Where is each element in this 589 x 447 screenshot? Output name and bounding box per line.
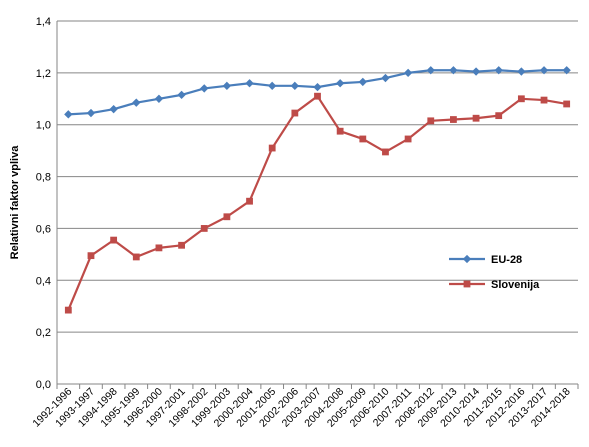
legend-marker-eu-28 bbox=[462, 254, 472, 264]
data-point-eu-28 bbox=[268, 81, 277, 90]
data-point-slovenija bbox=[223, 213, 231, 221]
data-point-slovenija bbox=[382, 148, 389, 156]
data-point-eu-28 bbox=[109, 104, 118, 114]
data-point-eu-28 bbox=[426, 66, 435, 75]
data-point-slovenija bbox=[132, 253, 140, 261]
data-point-eu-28 bbox=[381, 73, 390, 83]
series-layer bbox=[64, 66, 571, 314]
y-tick-label: 0,8 bbox=[36, 172, 51, 184]
data-point-slovenija bbox=[200, 225, 208, 232]
data-point-slovenija bbox=[517, 95, 525, 103]
legend-marker-slovenija bbox=[463, 280, 471, 288]
y-axis-title: Relativni faktor vpliva bbox=[9, 145, 21, 260]
data-point-eu-28 bbox=[539, 66, 549, 75]
series-line-eu-28 bbox=[68, 69, 567, 116]
legend-label-slovenija: Slovenija bbox=[491, 279, 540, 291]
data-point-eu-28 bbox=[177, 90, 186, 100]
y-tick-label: 0,2 bbox=[36, 327, 51, 339]
data-point-slovenija bbox=[155, 244, 163, 252]
data-point-slovenija bbox=[110, 236, 118, 244]
data-point-eu-28 bbox=[290, 81, 300, 90]
y-tick-label: 0,6 bbox=[36, 223, 51, 235]
data-point-slovenija bbox=[268, 144, 276, 152]
data-point-eu-28 bbox=[86, 108, 96, 118]
data-point-eu-28 bbox=[64, 110, 73, 119]
y-tick-label: 1,0 bbox=[36, 120, 51, 132]
data-point-slovenija bbox=[450, 116, 457, 123]
data-point-eu-28 bbox=[200, 84, 209, 93]
data-point-eu-28 bbox=[313, 82, 322, 92]
data-point-eu-28 bbox=[449, 66, 458, 75]
data-point-slovenija bbox=[87, 252, 95, 260]
grid-layer bbox=[57, 20, 578, 333]
data-point-slovenija bbox=[246, 197, 253, 205]
data-point-eu-28 bbox=[222, 81, 232, 90]
data-point-slovenija bbox=[472, 114, 480, 122]
data-point-slovenija bbox=[336, 127, 344, 135]
y-tick-label: 0,4 bbox=[36, 275, 51, 287]
data-point-eu-28 bbox=[358, 77, 367, 87]
data-point-eu-28 bbox=[154, 94, 164, 103]
data-point-slovenija bbox=[563, 100, 571, 108]
data-point-slovenija bbox=[64, 306, 72, 314]
y-tick-label: 1,2 bbox=[36, 68, 51, 80]
legend-item-eu-28: EU-28 bbox=[449, 254, 522, 266]
data-point-eu-28 bbox=[335, 79, 345, 88]
data-point-slovenija bbox=[359, 135, 367, 143]
data-point-eu-28 bbox=[132, 98, 141, 107]
data-point-slovenija bbox=[540, 96, 548, 104]
legend-item-slovenija: Slovenija bbox=[449, 279, 540, 291]
y-tick-label: 0,0 bbox=[36, 379, 51, 391]
data-point-slovenija bbox=[291, 109, 299, 117]
data-point-eu-28 bbox=[562, 66, 571, 75]
axis-layer: 0,00,20,40,60,81,01,21,41992-19961993-19… bbox=[30, 16, 579, 430]
data-point-eu-28 bbox=[494, 66, 503, 75]
series-slovenija bbox=[64, 92, 571, 314]
legend: EU-28 Slovenija bbox=[449, 254, 540, 291]
data-point-slovenija bbox=[495, 112, 503, 120]
data-point-slovenija bbox=[178, 241, 185, 249]
data-point-eu-28 bbox=[403, 68, 413, 78]
data-point-slovenija bbox=[314, 92, 321, 100]
series-eu-28 bbox=[64, 66, 571, 119]
legend-label-eu-28: EU-28 bbox=[491, 254, 522, 266]
y-tick-label: 1,4 bbox=[36, 16, 51, 28]
data-point-slovenija bbox=[427, 117, 435, 125]
data-point-slovenija bbox=[404, 135, 412, 143]
data-point-eu-28 bbox=[471, 67, 481, 76]
data-point-eu-28 bbox=[517, 67, 526, 76]
data-point-eu-28 bbox=[245, 79, 254, 88]
